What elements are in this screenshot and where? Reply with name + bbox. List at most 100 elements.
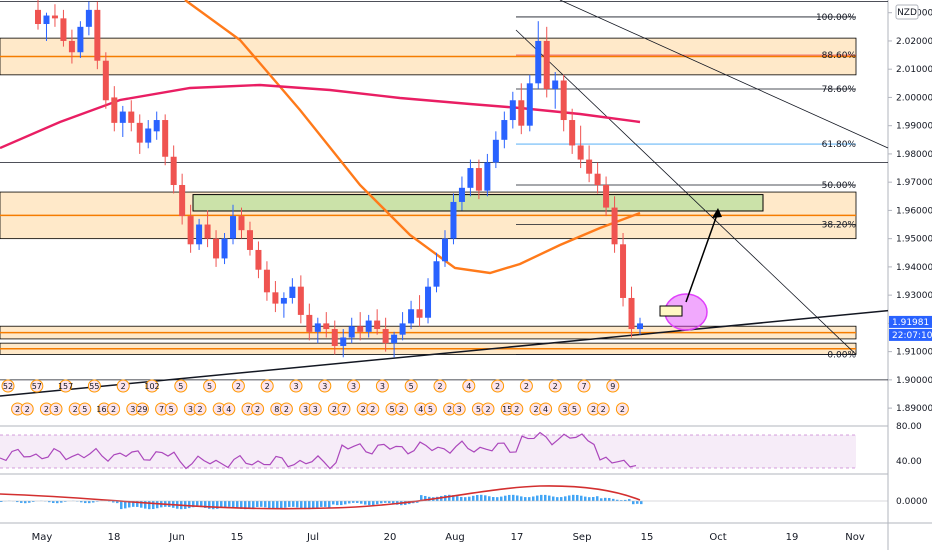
event-marker-label: 9 [610, 382, 615, 391]
event-marker-label: 2 [620, 405, 625, 414]
time-tick-label: 19 [786, 532, 799, 543]
candle-body [450, 201, 457, 239]
event-marker-label: 2 [447, 405, 452, 414]
macd-bar [576, 494, 579, 501]
event-marker-icon [107, 402, 121, 416]
event-marker-label: 5 [476, 405, 481, 414]
candle-body [374, 320, 381, 330]
candle-body [586, 159, 593, 174]
macd-bar [236, 501, 239, 509]
macd-bar [224, 501, 227, 508]
macd-bar [208, 501, 211, 509]
rsi-line [0, 431, 637, 470]
candle-body [357, 326, 364, 332]
macd-bar [300, 501, 303, 509]
macd-bar [616, 499, 619, 501]
macd-bar [232, 501, 235, 508]
macd-bar [216, 501, 219, 509]
support-resistance-zones [0, 1, 888, 381]
event-marker-icon [423, 402, 437, 416]
macd-bar [140, 501, 143, 508]
candle-body [501, 120, 508, 140]
time-tick-label: 15 [641, 532, 654, 543]
macd-bar [372, 501, 375, 506]
candle-body [560, 80, 567, 121]
macd-bar [588, 497, 591, 501]
event-marker-icon [548, 379, 562, 393]
candle-body [425, 286, 432, 318]
time-tick-label: 20 [384, 532, 397, 543]
event-marker-icon [193, 402, 207, 416]
price-tick-label: 1.95000 [896, 235, 932, 245]
rsi-band [0, 435, 856, 468]
event-marker-label: 157 [58, 382, 73, 391]
price-tick-label: 1.91000 [896, 348, 932, 358]
macd-bar [556, 497, 559, 501]
macd-bar [376, 501, 379, 505]
event-marker-label: 5 [428, 405, 433, 414]
event-marker-label: 3 [130, 405, 135, 414]
event-marker-label: 2 [236, 382, 241, 391]
macd-bar [600, 498, 603, 501]
macd-bar [344, 501, 347, 505]
event-marker-label: 5 [169, 405, 174, 414]
event-marker-icon [279, 402, 293, 416]
event-marker-icon [347, 379, 361, 393]
event-marker-icon [1, 379, 15, 393]
candle-body [204, 224, 211, 239]
event-marker-label: 2 [591, 405, 596, 414]
candle-body [492, 139, 499, 163]
event-marker-icon [481, 402, 495, 416]
candle-body [577, 145, 584, 160]
event-marker-icon [289, 379, 303, 393]
time-tick-label: May [32, 532, 53, 543]
event-marker-label: 2 [265, 382, 270, 391]
candle-body [552, 80, 559, 89]
event-marker-label: 2 [332, 405, 337, 414]
macd-bar [504, 495, 507, 501]
macd-bar [532, 496, 535, 501]
macd-bar [244, 501, 247, 510]
macd-bar [512, 494, 515, 501]
price-axis[interactable]: 2.030002.020002.010002.000001.990001.980… [888, 9, 932, 414]
macd-bar [88, 501, 91, 504]
event-marker-icon [539, 402, 553, 416]
macd-bar [56, 501, 59, 504]
candle-body [280, 297, 287, 304]
macd-bar [228, 501, 231, 507]
macd-bar [112, 501, 115, 503]
resistance-trendline [559, 0, 889, 149]
event-marker-icon [452, 402, 466, 416]
event-marker-label: 165 [96, 405, 111, 414]
candle-body [475, 168, 482, 191]
macd-bar [260, 501, 263, 507]
event-marker-icon [567, 402, 581, 416]
macd-bar [196, 501, 199, 507]
time-tick-label: Jul [306, 532, 319, 543]
macd-bar [320, 501, 323, 507]
macd-bar [252, 501, 255, 508]
macd-bar [612, 498, 615, 501]
candle-body [611, 207, 618, 245]
event-marker-label: 5 [178, 382, 183, 391]
event-marker-icon [135, 402, 149, 416]
macd-pane: 0.0000 [0, 485, 928, 510]
entry-box [659, 305, 683, 317]
event-marker-label: 2 [73, 405, 78, 414]
macd-bar [360, 501, 363, 504]
time-axis[interactable]: May 18 Jun 15 Jul 20 Aug 17 Sep 15 Oct 19 Nov [32, 532, 865, 543]
candle-body [119, 111, 126, 123]
macd-bar [16, 501, 19, 503]
event-marker-icon [222, 402, 236, 416]
macd-bar [20, 501, 23, 503]
event-marker-icon [231, 379, 245, 393]
event-marker-label: 3 [53, 405, 58, 414]
macd-bar [580, 495, 583, 501]
candle-body [365, 320, 372, 332]
time-tick-label: 18 [108, 532, 121, 543]
event-marker-label: 52 [3, 382, 13, 391]
event-marker-icon [87, 379, 101, 393]
macd-bar [364, 501, 367, 505]
